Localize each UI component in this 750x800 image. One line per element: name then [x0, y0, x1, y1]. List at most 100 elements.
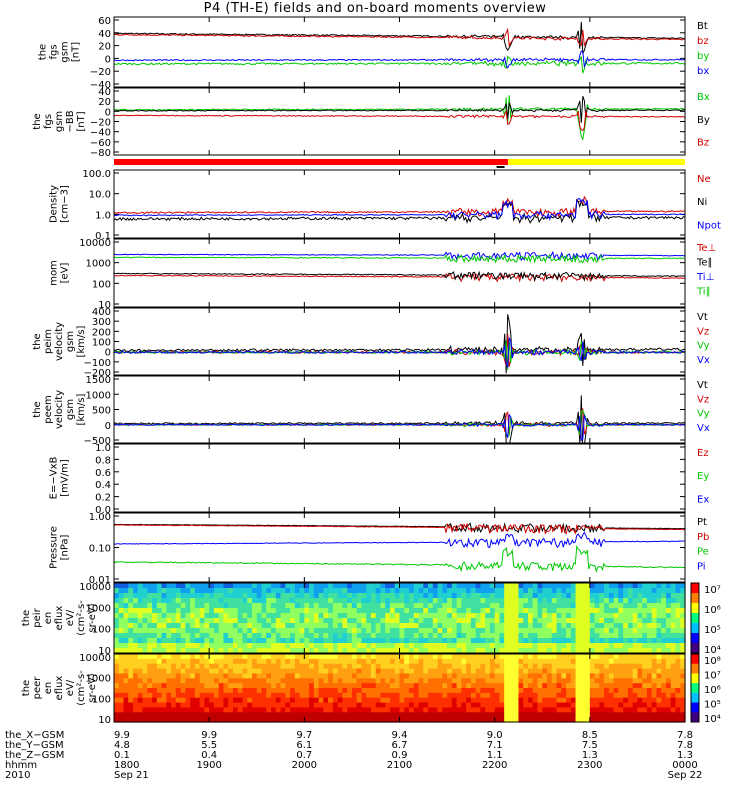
- heatmap-cell: [228, 712, 234, 718]
- heatmap-cell: [665, 702, 672, 709]
- heatmap-cell: [656, 618, 662, 624]
- heatmap-cell: [518, 598, 524, 604]
- heatmap-cell: [218, 588, 225, 594]
- heatmap-cell: [499, 643, 505, 649]
- y-tick-label: 400: [92, 307, 111, 318]
- heatmap-cell: [485, 648, 491, 654]
- heatmap-cell: [137, 683, 144, 689]
- heatmap-cell: [332, 702, 339, 709]
- heatmap-cell: [356, 638, 363, 644]
- heatmap-cell: [489, 598, 496, 604]
- heatmap-cell: [304, 663, 310, 670]
- heatmap-cell: [575, 678, 581, 684]
- heatmap-cell: [147, 683, 153, 689]
- heatmap-cell: [275, 663, 282, 670]
- heatmap-cell: [332, 583, 339, 589]
- heatmap-cell: [456, 623, 462, 629]
- heatmap-cell: [209, 648, 215, 654]
- heatmap-cell: [413, 593, 420, 599]
- heatmap-cell: [323, 588, 329, 594]
- heatmap-cell: [114, 598, 120, 604]
- heatmap-cell: [418, 618, 424, 624]
- heatmap-cell: [190, 613, 196, 619]
- heatmap-cell: [399, 668, 405, 675]
- heatmap-cell: [247, 593, 253, 599]
- heatmap-cell: [161, 643, 167, 649]
- heatmap-cell: [328, 673, 334, 679]
- heatmap-cell: [485, 692, 491, 699]
- heatmap-cell: [580, 683, 586, 689]
- heatmap-cell: [213, 628, 220, 634]
- heatmap-cell: [670, 633, 677, 639]
- heatmap-cell: [580, 633, 586, 639]
- heatmap-cell: [223, 638, 229, 644]
- heatmap-cell: [409, 643, 415, 649]
- heatmap-cell: [489, 583, 496, 589]
- heatmap-cell: [175, 648, 182, 654]
- heatmap-cell: [637, 603, 643, 609]
- heatmap-cell: [114, 697, 120, 704]
- heatmap-cell: [304, 638, 310, 644]
- heatmap-cell: [656, 668, 662, 675]
- heatmap-cell: [409, 608, 415, 614]
- heatmap-cell: [651, 658, 658, 665]
- heatmap-cell: [213, 668, 220, 675]
- heatmap-cell: [399, 638, 405, 644]
- heatmap-cell: [347, 608, 353, 614]
- heatmap-cell: [294, 648, 301, 654]
- heatmap-cell: [290, 683, 296, 689]
- heatmap-cell: [223, 654, 229, 660]
- heatmap-cell: [342, 603, 348, 609]
- heatmap-cell: [328, 668, 334, 675]
- heatmap-cell: [575, 673, 581, 679]
- heatmap-cell: [256, 583, 263, 589]
- heatmap-cell: [313, 688, 320, 694]
- heatmap-cell: [389, 593, 396, 599]
- y-tick-label: 0.4: [95, 480, 111, 491]
- heatmap-cell: [661, 598, 667, 604]
- heatmap-cell: [247, 688, 253, 694]
- heatmap-cell: [665, 658, 672, 665]
- heatmap-cell: [413, 688, 420, 694]
- heatmap-cell: [366, 593, 372, 599]
- heatmap-cell: [461, 692, 467, 699]
- heatmap-cell: [328, 598, 334, 604]
- heatmap-cell: [432, 628, 439, 634]
- heatmap-cell: [294, 603, 301, 609]
- heatmap-cell: [266, 583, 272, 589]
- heatmap-cell: [532, 608, 539, 614]
- heatmap-cell: [580, 663, 586, 670]
- heatmap-cell: [275, 638, 282, 644]
- heatmap-cell: [142, 598, 148, 604]
- heatmap-cell: [204, 712, 210, 718]
- heatmap-cell: [556, 658, 562, 665]
- heatmap-cell: [423, 618, 429, 624]
- heatmap-cell: [271, 673, 277, 679]
- heatmap-cell: [304, 697, 310, 704]
- heatmap-cell: [428, 603, 434, 609]
- heatmap-cell: [342, 628, 348, 634]
- heatmap-cell: [356, 633, 363, 639]
- heatmap-cell: [251, 618, 258, 624]
- heatmap-cell: [271, 633, 277, 639]
- heatmap-cell: [285, 628, 291, 634]
- heatmap-cell: [623, 633, 629, 639]
- heatmap-cell: [485, 712, 491, 718]
- heatmap-cell: [461, 678, 467, 684]
- heatmap-cell: [670, 618, 677, 624]
- heatmap-cell: [651, 593, 658, 599]
- heatmap-cell: [171, 712, 177, 718]
- heatmap-cell: [175, 643, 182, 649]
- heatmap-cell: [228, 633, 234, 639]
- heatmap-cell: [504, 593, 510, 599]
- heatmap-cell: [504, 697, 510, 704]
- heatmap-cell: [180, 608, 186, 614]
- heatmap-cell: [142, 603, 148, 609]
- heatmap-cell: [499, 598, 505, 604]
- heatmap-cell: [423, 628, 429, 634]
- heatmap-cell: [642, 613, 648, 619]
- heatmap-cell: [304, 618, 310, 624]
- heatmap-cell: [375, 707, 382, 713]
